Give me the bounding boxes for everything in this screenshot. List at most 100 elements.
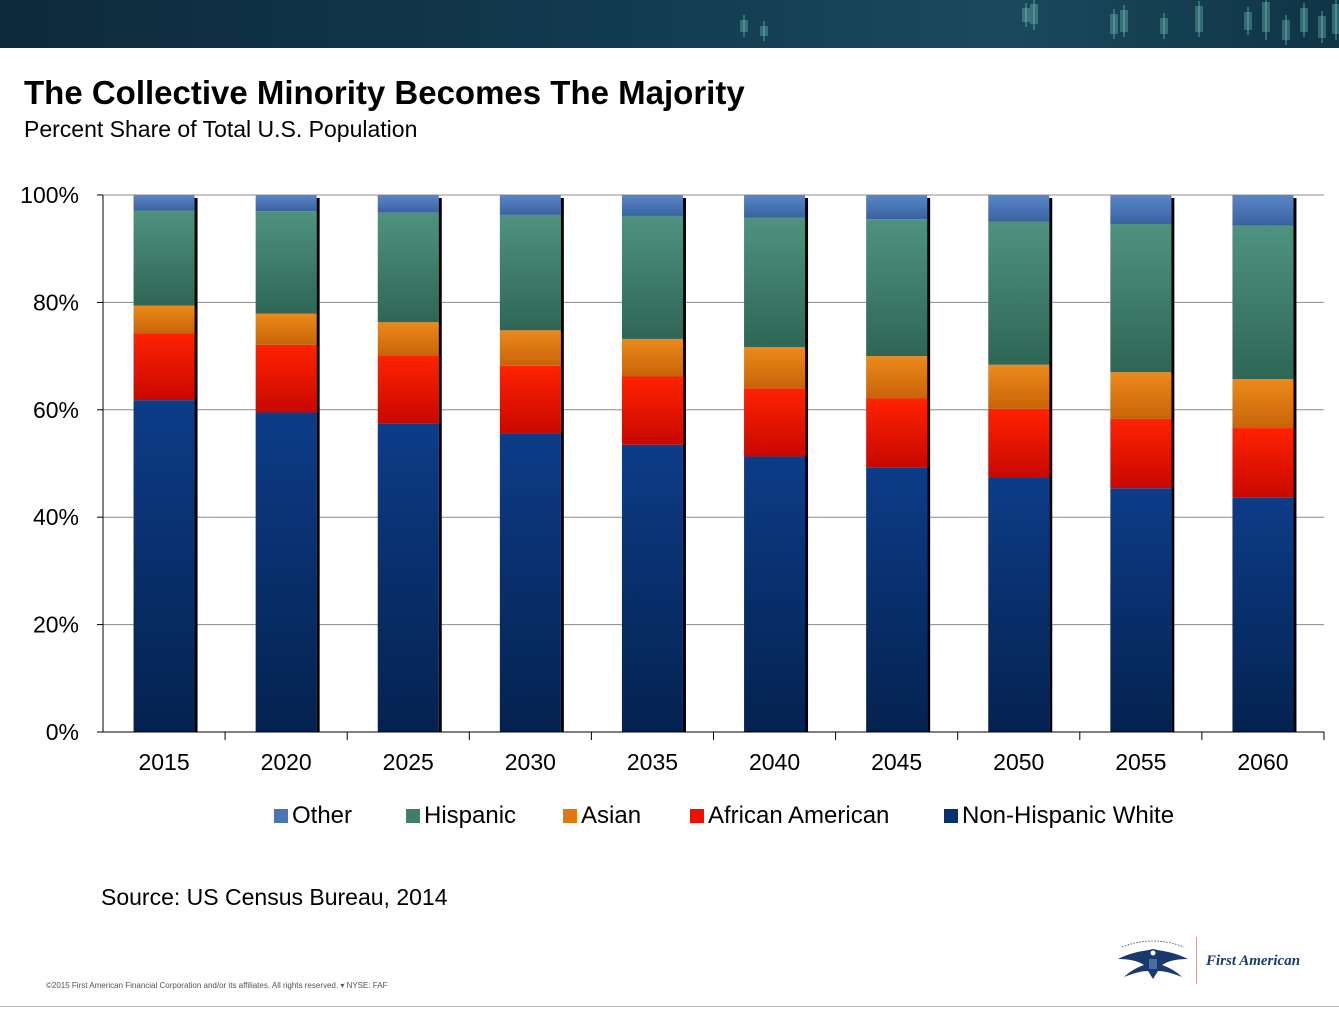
first-american-logo: First American (1112, 937, 1317, 987)
bar-shadow (438, 198, 442, 732)
bar-shadow (805, 198, 809, 732)
banner-wick (1033, 0, 1035, 30)
x-tick-label: 2035 (627, 749, 678, 775)
bar-segment (621, 444, 683, 732)
chart-title: The Collective Minority Becomes The Majo… (24, 74, 745, 111)
banner-candle (1022, 8, 1030, 22)
banner-candle (1282, 20, 1290, 40)
bar-segment (133, 305, 195, 334)
bar-segment (377, 355, 439, 424)
bar-segment (744, 346, 806, 389)
x-tick-label: 2015 (138, 749, 189, 775)
bar-segment (1110, 223, 1172, 373)
x-tick-label: 2045 (871, 749, 922, 775)
stacked-bar-chart: 0% 20% 40% 60% 80% 100% 2015 2020 2025 2030 2035 20… (20, 182, 1325, 775)
legend-label: Non-Hispanic White (962, 802, 1175, 829)
legend-swatch (274, 809, 288, 823)
bar-shadow (682, 198, 686, 732)
legend-swatch (690, 809, 704, 823)
bar-shadow (1293, 198, 1297, 732)
bar-segment (988, 221, 1050, 365)
bar-shadow (1171, 198, 1175, 732)
banner-wick (763, 21, 765, 41)
bar-segment (499, 214, 561, 331)
bar-segment (499, 365, 561, 434)
bar-segment (621, 195, 683, 216)
bar-segment (499, 330, 561, 366)
bar-segment (255, 344, 317, 413)
banner-wick (1335, 0, 1337, 40)
bar-segment (1232, 497, 1294, 732)
legend-swatch (944, 809, 958, 823)
bar-segment (133, 400, 195, 732)
bar-segment (1232, 225, 1294, 380)
y-tick-label: 80% (33, 289, 79, 315)
bar-segment (866, 195, 928, 220)
bar-segment (1232, 195, 1294, 226)
x-tick-label: 2050 (993, 749, 1044, 775)
x-tick-label: 2060 (1237, 749, 1288, 775)
legend-label: Other (292, 802, 353, 829)
legend-label: African American (708, 802, 890, 829)
banner-wick (1303, 3, 1305, 37)
bar-segment (133, 210, 195, 306)
bar-segment (1110, 195, 1172, 224)
x-tick-label: 2040 (749, 749, 800, 775)
x-tick-label: 2025 (383, 749, 434, 775)
banner-wick (1123, 5, 1125, 37)
bar-shadow (316, 198, 320, 732)
banner-candle (1030, 4, 1038, 24)
banner-wick (1265, 0, 1267, 40)
chart-subtitle: Percent Share of Total U.S. Population (24, 116, 418, 142)
bar-shadow (927, 198, 931, 732)
bar-shadow (560, 198, 564, 732)
banner-wick (1025, 3, 1027, 27)
bar-segment (377, 212, 439, 323)
banner-wick (1247, 7, 1249, 35)
legend-label: Asian (581, 802, 642, 829)
bar-segment (499, 433, 561, 732)
bar-stack-2025 (377, 195, 442, 732)
banner-wick (1321, 11, 1323, 43)
bar-segment (988, 364, 1050, 409)
bar-stack-2060 (1232, 195, 1297, 732)
bar-segment (866, 467, 928, 732)
bar-segment (988, 477, 1050, 732)
legend-swatch (563, 809, 577, 823)
legend-item: Asian (563, 802, 641, 830)
banner-candle (1110, 14, 1118, 34)
bar-segment (255, 412, 317, 732)
bar-segment (499, 195, 561, 215)
bar-segment (744, 217, 806, 347)
bar-segment (133, 333, 195, 401)
bar-segment (133, 195, 195, 211)
legend-swatch (406, 809, 420, 823)
banner-wick (1198, 1, 1200, 37)
banner-candle (1160, 18, 1168, 34)
banner-candle (1300, 8, 1308, 32)
bar-stack-2050 (988, 195, 1053, 732)
bar-segment (1110, 418, 1172, 489)
bar-segment (377, 322, 439, 356)
y-tick-label: 60% (33, 397, 79, 423)
bar-segment (621, 376, 683, 445)
banner-candle (1244, 12, 1252, 30)
bar-segment (255, 313, 317, 345)
y-tick-label: 100% (20, 182, 79, 208)
banner-candle (1332, 4, 1339, 34)
bar-segment (621, 338, 683, 377)
banner-candle (1195, 6, 1203, 32)
x-tick-label: 2030 (505, 749, 556, 775)
bar-segment (255, 195, 317, 212)
source-note: Source: US Census Bureau, 2014 (101, 884, 448, 910)
bar-segment (866, 398, 928, 468)
y-tick-label: 20% (33, 612, 79, 638)
banner-candle (740, 20, 748, 32)
header-banner (0, 0, 1339, 48)
bar-segment (988, 195, 1050, 222)
banner-candle (760, 26, 768, 36)
logo-text: First American (1206, 953, 1301, 969)
bar-segment (744, 456, 806, 732)
banner-candle (1318, 16, 1326, 38)
bar-segment (988, 408, 1050, 478)
